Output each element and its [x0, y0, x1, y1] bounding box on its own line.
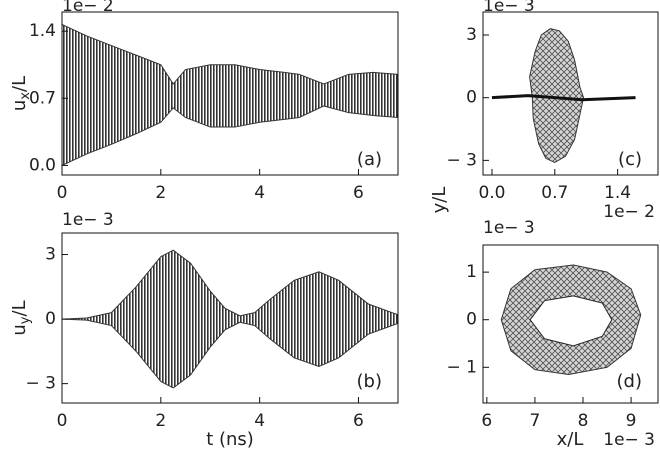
x-tick-label: 2	[155, 183, 166, 203]
x-tick-label: 7	[530, 411, 541, 431]
y-axis-label-part: u	[9, 324, 30, 335]
y-tick-label: 0.0	[29, 155, 56, 175]
y-axis-label-part: /L	[9, 300, 30, 316]
y-tick-label: − 3	[26, 374, 56, 394]
y-tick-label: 0	[45, 309, 56, 329]
plot-area	[62, 23, 398, 166]
plot-area	[62, 249, 398, 389]
x-offset: 1e− 2	[603, 202, 655, 222]
y-tick-label: − 1	[447, 357, 477, 377]
y-tick-label: 3	[45, 245, 56, 265]
x-tick-label: 0.0	[478, 183, 505, 203]
plot-area	[491, 28, 636, 164]
x-tick-label: 4	[254, 411, 265, 431]
trajectory-region	[529, 295, 613, 347]
y-tick-label: 3	[466, 25, 477, 45]
x-offset: 1e− 3	[603, 430, 655, 450]
axes-frame	[482, 244, 659, 404]
y-axis-label-part: u	[9, 100, 30, 111]
x-tick-label: 1.4	[604, 183, 631, 203]
x-tick-label: 6	[481, 411, 492, 431]
y-tick-label: 0.7	[29, 88, 56, 108]
y-axis-label: uy/L	[9, 300, 33, 335]
axes-frame	[61, 11, 399, 176]
plot-area	[500, 264, 642, 375]
x-tick-label: 0.7	[541, 183, 568, 203]
panel-label: (c)	[618, 149, 642, 170]
x-axis-label: x/L	[557, 429, 584, 450]
y-axis-label: y/L	[429, 187, 450, 214]
y-offset: 1e− 2	[62, 0, 114, 16]
y-tick-label: 0	[466, 88, 477, 108]
trajectory-line	[491, 94, 636, 102]
y-axis-label: ux/L	[9, 76, 33, 111]
y-tick-label: 1.4	[29, 21, 56, 41]
y-axis-label-part: x	[18, 92, 33, 100]
oscillation-band	[62, 23, 398, 166]
x-tick-label: 6	[353, 411, 364, 431]
x-tick-label: 0	[57, 183, 68, 203]
panel-label: (d)	[617, 371, 642, 392]
y-offset: 1e− 3	[62, 210, 114, 230]
y-offset: 1e− 3	[483, 218, 535, 238]
x-tick-label: 4	[254, 183, 265, 203]
x-tick-label: 0	[57, 411, 68, 431]
y-axis-label-part: y	[18, 316, 33, 324]
trajectory-region	[529, 28, 585, 164]
x-tick-label: 2	[155, 411, 166, 431]
x-axis-label: t (ns)	[206, 429, 254, 450]
trajectory-tint	[529, 28, 584, 163]
x-tick-label: 8	[578, 411, 589, 431]
oscillation-band	[62, 249, 398, 389]
y-axis-label-part: /L	[9, 76, 30, 92]
x-tick-label: 9	[626, 411, 637, 431]
x-tick-label: 6	[353, 183, 364, 203]
y-offset: 1e− 3	[483, 0, 535, 16]
y-tick-label: 1	[466, 262, 477, 282]
y-tick-label: − 3	[447, 150, 477, 170]
panel-label: (a)	[357, 149, 382, 170]
panel-label: (b)	[357, 371, 382, 392]
y-tick-label: 0	[466, 310, 477, 330]
axes-frame	[482, 11, 659, 176]
axes-frame	[61, 232, 399, 404]
